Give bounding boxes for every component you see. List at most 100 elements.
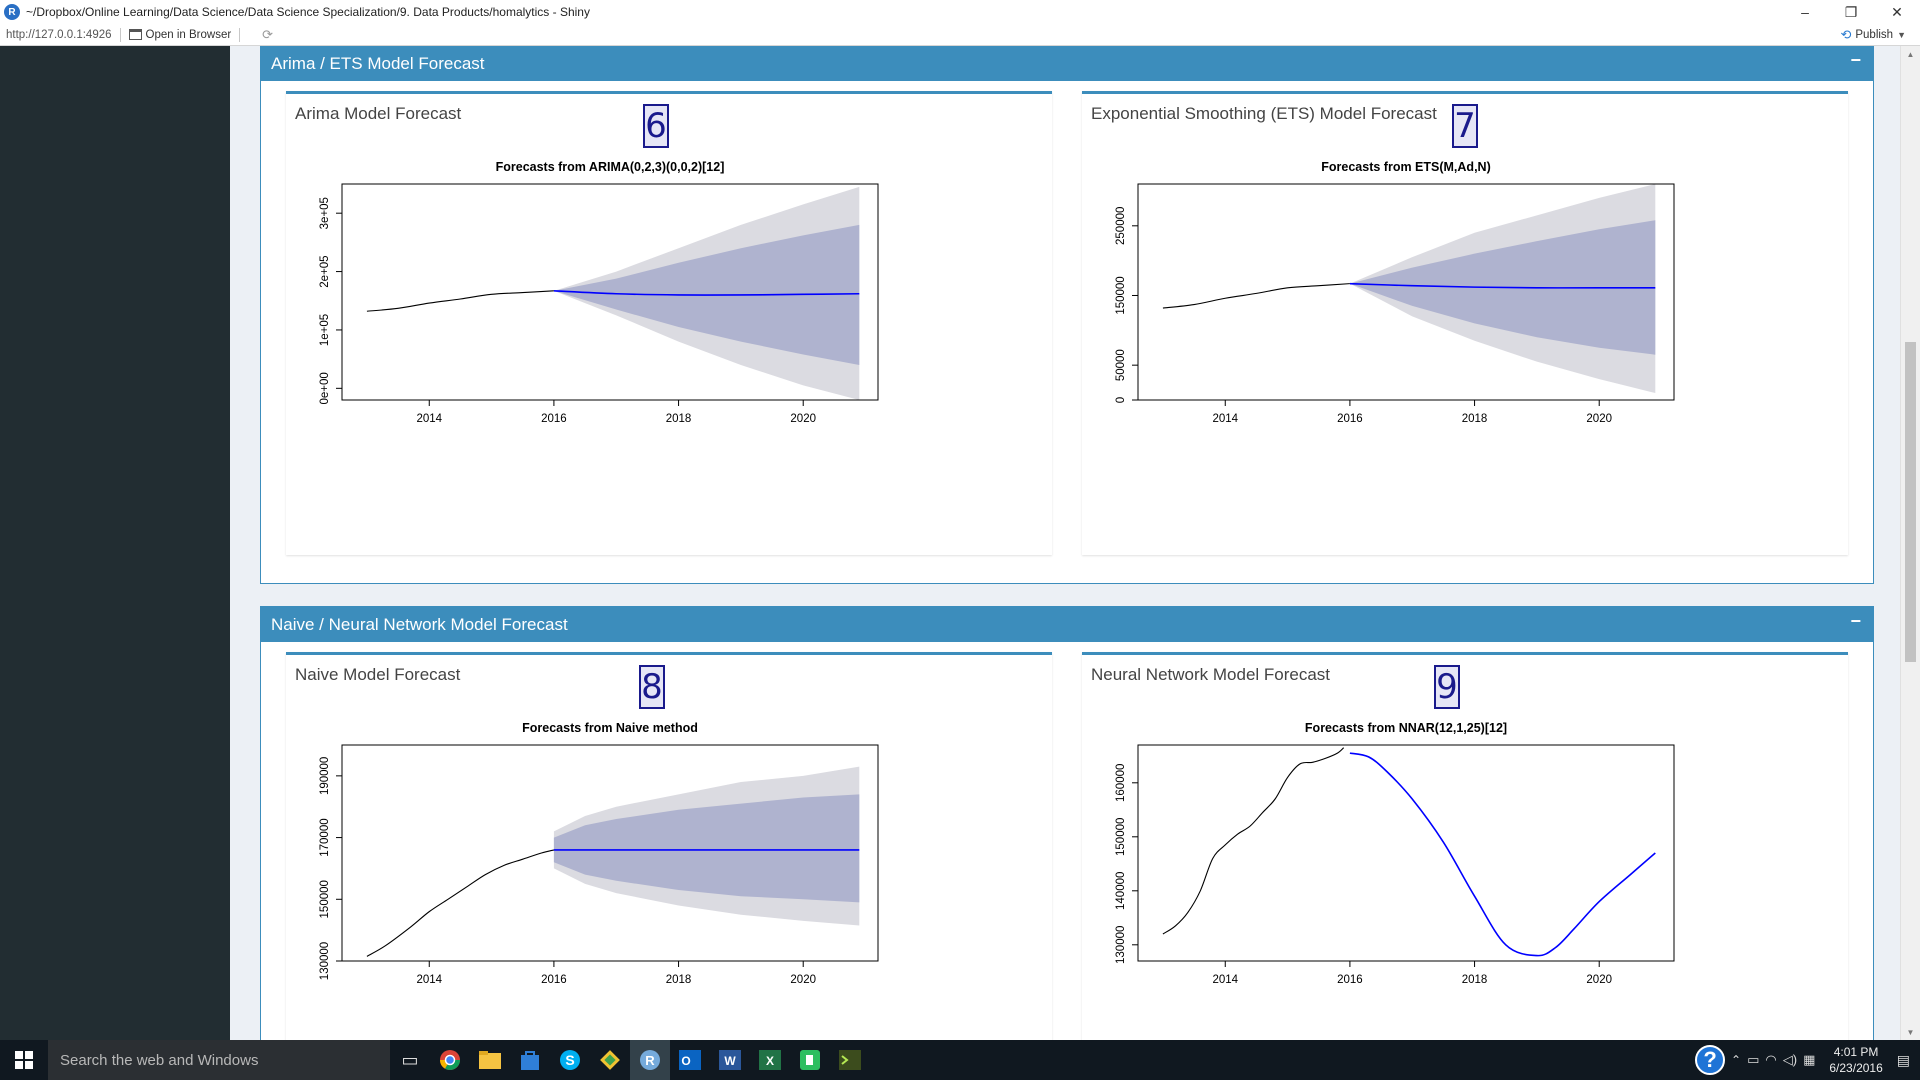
chart-title: Forecasts from Naive method [522, 721, 698, 735]
svg-text:O: O [681, 1054, 690, 1068]
svg-text:R: R [645, 1053, 655, 1068]
chrome-icon[interactable] [430, 1040, 470, 1080]
taskbar-search-box[interactable]: Search the web and Windows [48, 1040, 390, 1080]
volume-icon[interactable]: ◁) [1782, 1052, 1798, 1067]
forecast-line [1349, 752, 1656, 957]
plot-frame [1137, 744, 1675, 962]
windows-taskbar: Search the web and Windows ▭ S R O W X ?… [0, 1040, 1920, 1080]
arima-forecast-chart: Forecasts from ARIMA(0,2,3)(0,0,2)[12] 20… [319, 160, 879, 425]
git-icon[interactable] [590, 1040, 630, 1080]
evernote-icon[interactable] [790, 1040, 830, 1080]
prediction-interval-80 [553, 794, 860, 903]
window-title: ~/Dropbox/Online Learning/Data Science/D… [26, 5, 590, 19]
battery-icon[interactable]: ▭ [1747, 1052, 1760, 1067]
dashboard-body: Arima / ETS Model Forecast − Arima Model… [230, 46, 1900, 1040]
word-icon[interactable]: W [710, 1040, 750, 1080]
history-line [1162, 747, 1345, 935]
x-tick-label: 2020 [1586, 413, 1612, 425]
keyboard-icon[interactable]: ▦ [1803, 1052, 1816, 1067]
publish-button[interactable]: ⟲ Publish ▼ [1840, 27, 1906, 43]
task-view-icon[interactable]: ▭ [401, 1049, 419, 1070]
panel-number-badge: 7 [1452, 104, 1478, 148]
ets-forecast-panel: Exponential Smoothing (ETS) Model Foreca… [1082, 91, 1848, 555]
y-tick-label: 0e+00 [319, 372, 331, 404]
chevron-up-icon[interactable]: ⌃ [1731, 1053, 1742, 1067]
scroll-up-icon[interactable]: ▲ [1906, 49, 1915, 59]
forecast-line [1349, 282, 1656, 289]
url-text: http://127.0.0.1:4926 [6, 28, 112, 41]
rstudio-icon[interactable]: R [630, 1040, 670, 1080]
panel-title: Naive Model Forecast [295, 665, 461, 684]
clock-date: 6/23/2016 [1829, 1061, 1883, 1075]
y-tick-label: 150000 [1115, 818, 1127, 856]
wifi-icon[interactable]: ◠ [1765, 1052, 1777, 1067]
notifications-icon[interactable]: ▤ [1896, 1051, 1910, 1068]
naive-nn-box: Naive / Neural Network Model Forecast − … [260, 606, 1874, 1040]
y-tick-label: 3e+05 [319, 197, 331, 229]
x-tick-label: 2018 [1462, 974, 1488, 986]
box-title: Arima / ETS Model Forecast [271, 53, 485, 73]
store-icon[interactable] [510, 1040, 550, 1080]
arima-forecast-panel: Arima Model Forecast 6 Forecasts from AR… [286, 91, 1052, 555]
vertical-scrollbar[interactable]: ▲ ▼ [1900, 46, 1920, 1040]
panel-number-badge: 8 [639, 665, 665, 709]
close-button[interactable]: ✕ [1891, 3, 1903, 20]
y-tick-label: 2e+05 [319, 255, 331, 287]
x-tick-label: 2016 [541, 413, 567, 425]
naive-forecast-chart: Forecasts from Naive method 2014 2016 2018 2… [319, 721, 879, 986]
terminal-icon[interactable] [830, 1040, 870, 1080]
y-tick-label: 150000 [1115, 276, 1127, 314]
history-line [366, 290, 554, 312]
x-tick-label: 2014 [416, 413, 442, 425]
arima-ets-box: Arima / ETS Model Forecast − Arima Model… [260, 46, 1874, 584]
x-tick-label: 2018 [666, 974, 692, 986]
clock-time: 4:01 PM [1833, 1045, 1879, 1059]
chart-title: Forecasts from ARIMA(0,2,3)(0,0,2)[12] [496, 160, 725, 174]
toolbar-divider [119, 27, 121, 42]
window-title-bar: R ~/Dropbox/Online Learning/Data Science… [0, 0, 1920, 24]
refresh-icon[interactable]: ⟳ [262, 26, 274, 42]
plot-area [366, 766, 860, 957]
chart-title: Forecasts from ETS(M,Ad,N) [1321, 160, 1490, 174]
viewer-toolbar: http://127.0.0.1:4926 Open in Browser ⟳ … [0, 24, 1920, 46]
svg-text:S: S [565, 1052, 574, 1068]
y-tick-label: 130000 [319, 942, 331, 980]
collapse-button[interactable]: − [1850, 611, 1861, 631]
taskbar-clock[interactable]: 4:01 PM 6/23/2016 [1821, 1044, 1890, 1076]
x-tick-label: 2014 [1212, 974, 1238, 986]
outlook-icon[interactable]: O [670, 1040, 710, 1080]
start-button[interactable] [0, 1040, 48, 1080]
x-tick-label: 2016 [1337, 974, 1363, 986]
y-tick-label: 250000 [1115, 207, 1127, 245]
help-icon[interactable]: ? [1695, 1045, 1726, 1075]
x-tick-label: 2020 [790, 974, 816, 986]
x-tick-label: 2020 [1586, 974, 1612, 986]
scroll-down-icon[interactable]: ▼ [1906, 1027, 1915, 1037]
skype-icon[interactable]: S [550, 1040, 590, 1080]
plot-frame [1137, 183, 1675, 401]
restore-button[interactable]: ❐ [1844, 3, 1858, 20]
file-explorer-icon[interactable] [470, 1040, 510, 1080]
naive-forecast-panel: Naive Model Forecast 8 Forecasts from Na… [286, 652, 1052, 1040]
plot-area [366, 186, 860, 400]
chevron-down-icon[interactable]: ▼ [1897, 29, 1906, 40]
history-line [1162, 283, 1350, 309]
rstudio-icon: R [4, 4, 20, 20]
x-tick-label: 2018 [666, 413, 692, 425]
windows-logo-icon [15, 1051, 33, 1069]
panel-title: Neural Network Model Forecast [1091, 665, 1331, 684]
excel-icon[interactable]: X [750, 1040, 790, 1080]
y-tick-label: 140000 [1115, 872, 1127, 910]
open-in-browser-button[interactable]: Open in Browser [128, 29, 231, 41]
minimize-button[interactable]: – [1801, 4, 1809, 20]
scrollbar-thumb[interactable] [1905, 342, 1916, 662]
y-tick-label: 50000 [1115, 349, 1127, 381]
y-tick-label: 160000 [1115, 764, 1127, 802]
collapse-button[interactable]: − [1850, 50, 1861, 70]
x-tick-label: 2016 [1337, 413, 1363, 425]
x-tick-label: 2020 [790, 413, 816, 425]
x-tick-label: 2016 [541, 974, 567, 986]
dashboard-sidebar [0, 46, 230, 1040]
plot-frame [341, 183, 879, 401]
panel-title: Exponential Smoothing (ETS) Model Foreca… [1091, 104, 1437, 123]
